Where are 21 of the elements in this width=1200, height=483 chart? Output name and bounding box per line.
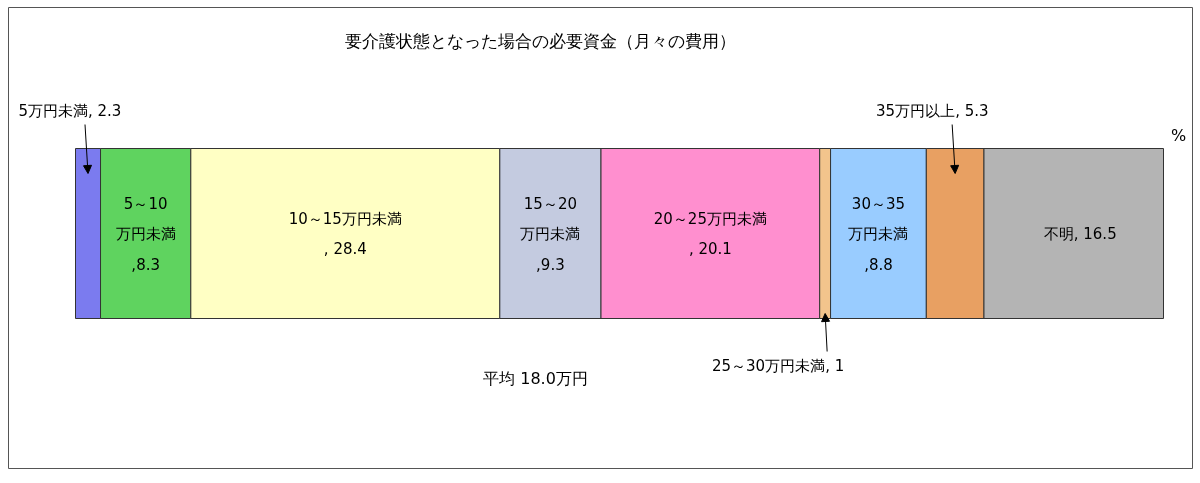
data-label: , 20.1 xyxy=(688,239,732,258)
data-label: , 1 xyxy=(825,356,845,375)
text: 平均 18.0万円 xyxy=(483,369,588,388)
chart-title: 要介護状態となった場合の必要資金（月々の費用） xyxy=(345,30,736,51)
series-label: 15～20万円未満 xyxy=(520,194,581,243)
data-label: ,8.8 xyxy=(864,255,893,274)
series-label: 5万円未満 xyxy=(18,101,89,120)
series-label: 35万円以上 xyxy=(876,101,956,120)
series-label: 10～15万円未満 xyxy=(288,209,402,228)
series-label: 30～35万円未満 xyxy=(848,194,909,243)
data-label: ,9.3 xyxy=(536,255,565,274)
text: % xyxy=(1170,126,1187,145)
series-label: 不明 xyxy=(1043,224,1074,243)
data-label: , 16.5 xyxy=(1073,224,1117,243)
series-label: 20～25万円未満 xyxy=(653,209,767,228)
data-label: , 28.4 xyxy=(323,239,367,258)
series-label: 5～10万円未満 xyxy=(115,194,176,243)
data-label: ,8.3 xyxy=(131,255,160,274)
data-label: , 5.3 xyxy=(955,101,989,120)
text: 25～30万円未満 xyxy=(711,356,826,375)
data-label: , 2.3 xyxy=(88,101,122,120)
